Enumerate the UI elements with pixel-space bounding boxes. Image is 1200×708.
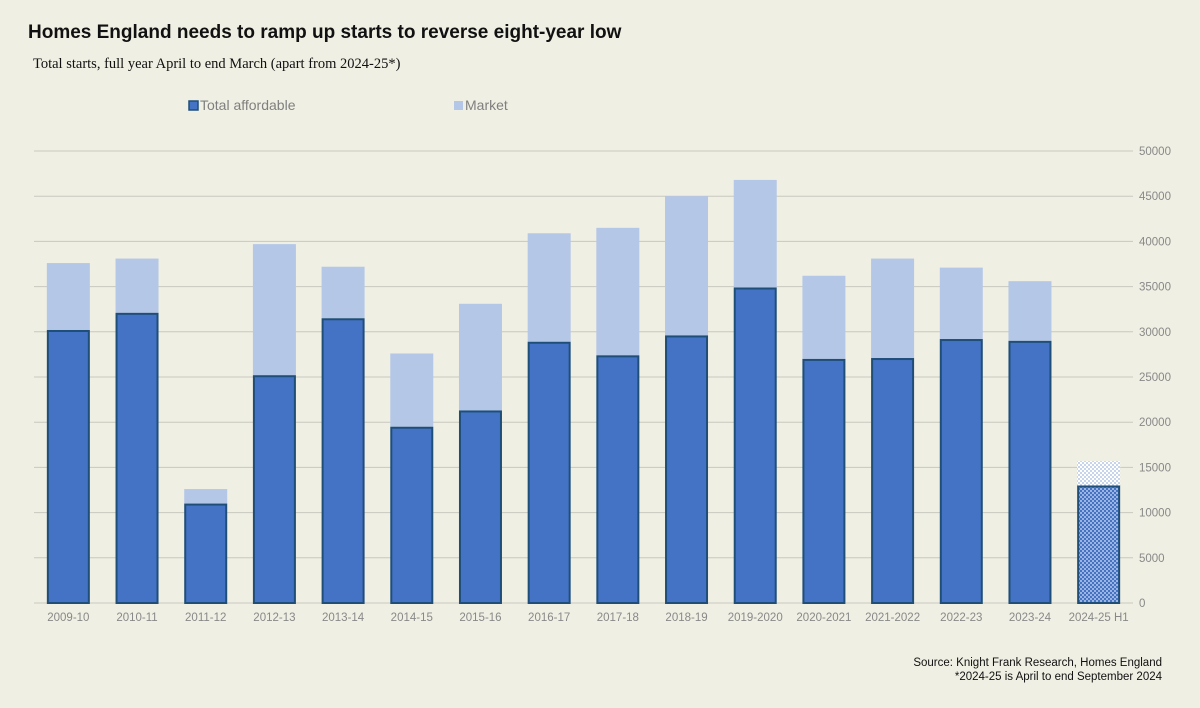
bar-affordable <box>871 358 915 604</box>
y-tick-label: 5000 <box>1139 553 1165 565</box>
bar-market <box>252 244 296 376</box>
bar-market <box>665 196 709 336</box>
x-tick-label: 2012-13 <box>253 612 295 624</box>
bar-market <box>115 258 159 313</box>
y-tick-label: 30000 <box>1139 327 1171 339</box>
bar-market <box>939 267 983 340</box>
x-tick-label: 2017-18 <box>597 612 639 624</box>
bar-market <box>458 303 502 411</box>
bar-affordable <box>1077 485 1121 605</box>
y-tick-label: 50000 <box>1139 146 1171 158</box>
bar-market <box>871 258 915 359</box>
x-tick-label: 2015-16 <box>459 612 501 624</box>
bar-market <box>802 275 846 359</box>
x-tick-label: 2020-2021 <box>796 612 851 624</box>
bar-market <box>390 353 434 427</box>
x-tick-label: 2010-11 <box>116 612 157 624</box>
x-tick-label: 2013-14 <box>322 612 365 624</box>
y-tick-label: 45000 <box>1139 191 1171 203</box>
y-tick-label: 0 <box>1139 598 1145 610</box>
x-tick-label: 2024-25 H1 <box>1069 612 1129 624</box>
y-tick-label: 35000 <box>1139 282 1171 294</box>
bar-affordable <box>321 318 365 604</box>
chart-subtitle: Total starts, full year April to end Mar… <box>33 56 401 72</box>
bar-affordable <box>939 339 983 604</box>
x-tick-label: 2016-17 <box>528 612 570 624</box>
bar-market <box>1008 281 1052 341</box>
bar-affordable <box>458 410 502 604</box>
bar-affordable <box>115 312 159 604</box>
legend: Total affordable Market <box>188 97 508 113</box>
legend-label-affordable: Total affordable <box>200 97 296 113</box>
y-tick-label: 20000 <box>1139 417 1171 429</box>
legend-label-market: Market <box>465 97 508 113</box>
x-tick-label: 2014-15 <box>391 612 433 624</box>
bars <box>46 179 1121 605</box>
bar-affordable <box>596 355 640 604</box>
x-tick-label: 2022-23 <box>940 612 982 624</box>
bar-affordable <box>46 329 90 604</box>
y-tick-label: 10000 <box>1139 508 1171 520</box>
bar-affordable <box>665 335 709 604</box>
bar-affordable <box>390 426 434 604</box>
legend-swatch-market <box>454 101 463 110</box>
bar-affordable <box>802 358 846 605</box>
axis-labels: 0 5000 10000 15000 20000 25000 30000 35000 40000… <box>47 146 1171 624</box>
x-tick-label: 2021-2022 <box>865 612 920 624</box>
bar-affordable <box>252 375 296 604</box>
bar-market <box>1077 461 1121 486</box>
bar-affordable <box>733 287 777 604</box>
footnote: *2024-25 is April to end September 2024 <box>954 671 1162 683</box>
x-tick-label: 2011-12 <box>185 612 226 624</box>
x-tick-label: 2018-19 <box>665 612 707 624</box>
y-tick-label: 15000 <box>1139 462 1171 474</box>
y-tick-label: 40000 <box>1139 236 1171 248</box>
bar-market <box>527 233 571 342</box>
bar-affordable <box>184 503 228 604</box>
x-tick-label: 2023-24 <box>1009 612 1052 624</box>
x-tick-label: 2019-2020 <box>728 612 783 624</box>
chart-title: Homes England needs to ramp up starts to… <box>28 22 622 43</box>
bar-market <box>596 227 640 356</box>
bar-market <box>184 489 228 504</box>
bar-affordable <box>527 341 571 604</box>
y-tick-label: 25000 <box>1139 372 1171 384</box>
source-note: Source: Knight Frank Research, Homes Eng… <box>913 657 1162 669</box>
bar-affordable <box>1008 340 1052 604</box>
legend-swatch-affordable <box>188 100 199 111</box>
bar-market <box>321 266 365 319</box>
bar-market <box>733 179 777 288</box>
bar-market <box>46 263 90 330</box>
x-tick-label: 2009-10 <box>47 612 89 624</box>
